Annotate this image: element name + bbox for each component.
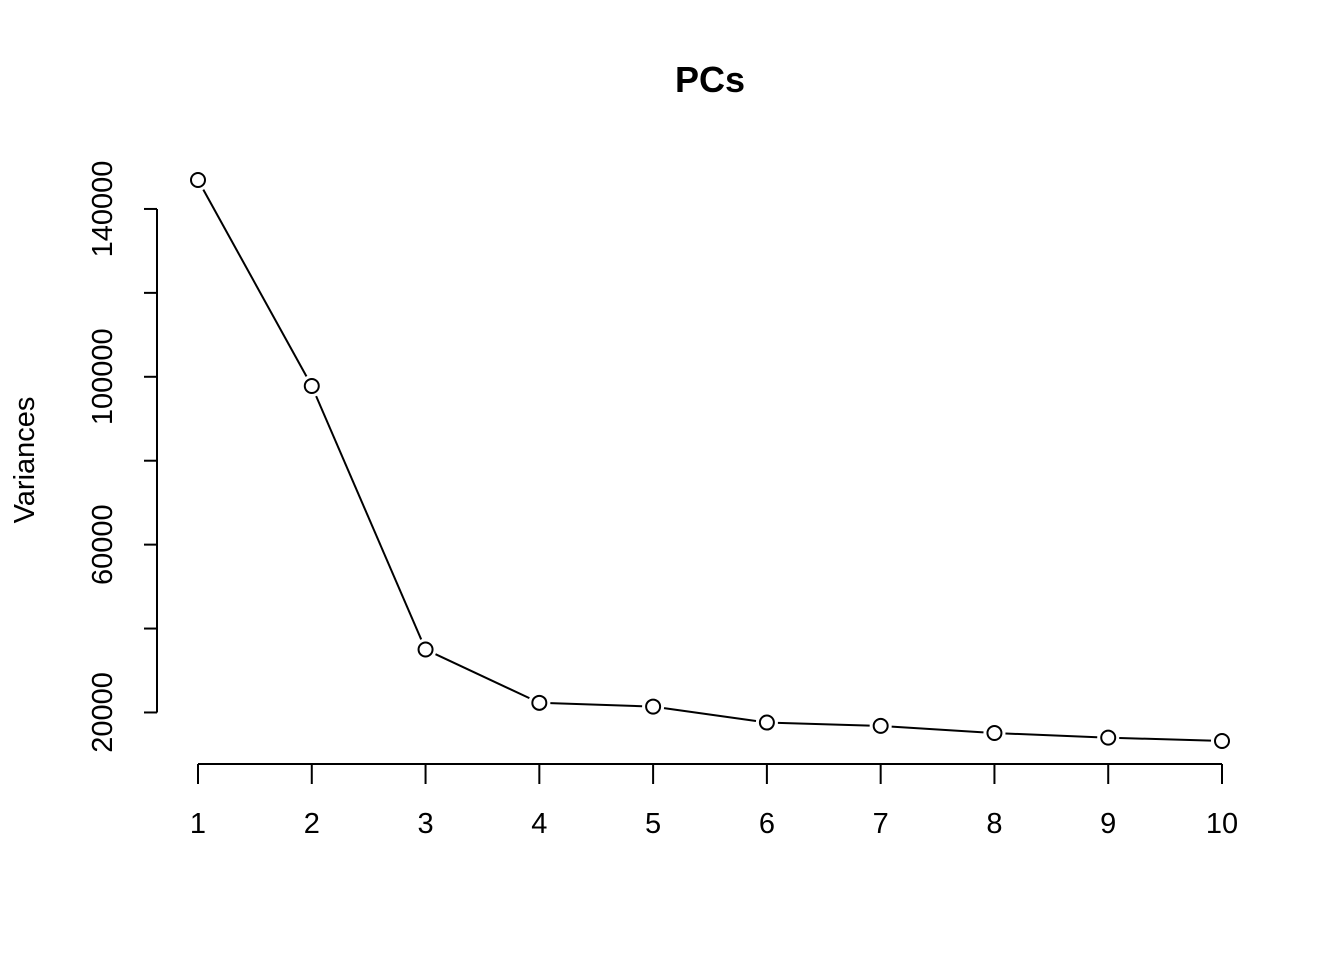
data-point: [1214, 733, 1230, 749]
chart-title: PCs: [675, 59, 745, 100]
axes: 20000 60000 100000 140000 1 2 3 4 5 6 7 8 9 10: [87, 161, 1238, 840]
data-point: [872, 717, 889, 734]
data-point: [303, 378, 320, 395]
data-point: [531, 694, 548, 711]
x-tick-label: 10: [1206, 808, 1238, 840]
data-point: [1100, 729, 1117, 746]
data-point: [758, 714, 775, 731]
y-tick-label: 20000: [87, 672, 119, 753]
data-point: [645, 698, 662, 715]
x-tick-label: 7: [873, 808, 889, 840]
line-segment: [1005, 732, 1098, 739]
x-tick-label: 2: [304, 808, 320, 840]
series-points: [190, 172, 1230, 749]
x-tick-label: 5: [645, 808, 661, 840]
x-tick-label: 6: [759, 808, 775, 840]
line-segment: [1119, 736, 1212, 742]
line-segment: [891, 725, 984, 734]
line-segment: [202, 189, 308, 377]
data-point: [986, 725, 1003, 742]
line-segment: [663, 707, 757, 723]
y-tick-label: 140000: [87, 161, 119, 258]
x-tick-label: 4: [531, 808, 547, 840]
line-segment: [435, 653, 530, 700]
line-segment: [315, 395, 423, 640]
line-segment: [777, 721, 870, 727]
x-tick-label: 1: [190, 808, 206, 840]
x-tick-label: 3: [417, 808, 433, 840]
y-tick-label: 60000: [87, 504, 119, 585]
x-tick-label: 9: [1100, 808, 1116, 840]
y-axis-label: Variances: [9, 397, 41, 524]
data-point: [417, 641, 434, 658]
series-line: [202, 189, 1212, 742]
x-tick-label: 8: [986, 808, 1002, 840]
line-segment: [550, 702, 643, 708]
data-point: [190, 172, 206, 188]
y-tick-label: 100000: [87, 328, 119, 425]
